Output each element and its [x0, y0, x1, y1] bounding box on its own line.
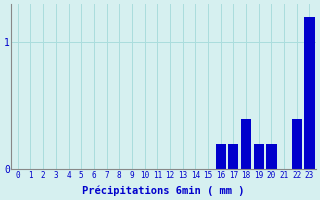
Bar	[292, 119, 302, 169]
X-axis label: Précipitations 6min ( mm ): Précipitations 6min ( mm )	[82, 185, 245, 196]
Bar	[228, 144, 238, 169]
Bar	[241, 119, 251, 169]
Bar	[266, 144, 276, 169]
Bar	[254, 144, 264, 169]
Bar	[216, 144, 226, 169]
Bar	[304, 17, 315, 169]
